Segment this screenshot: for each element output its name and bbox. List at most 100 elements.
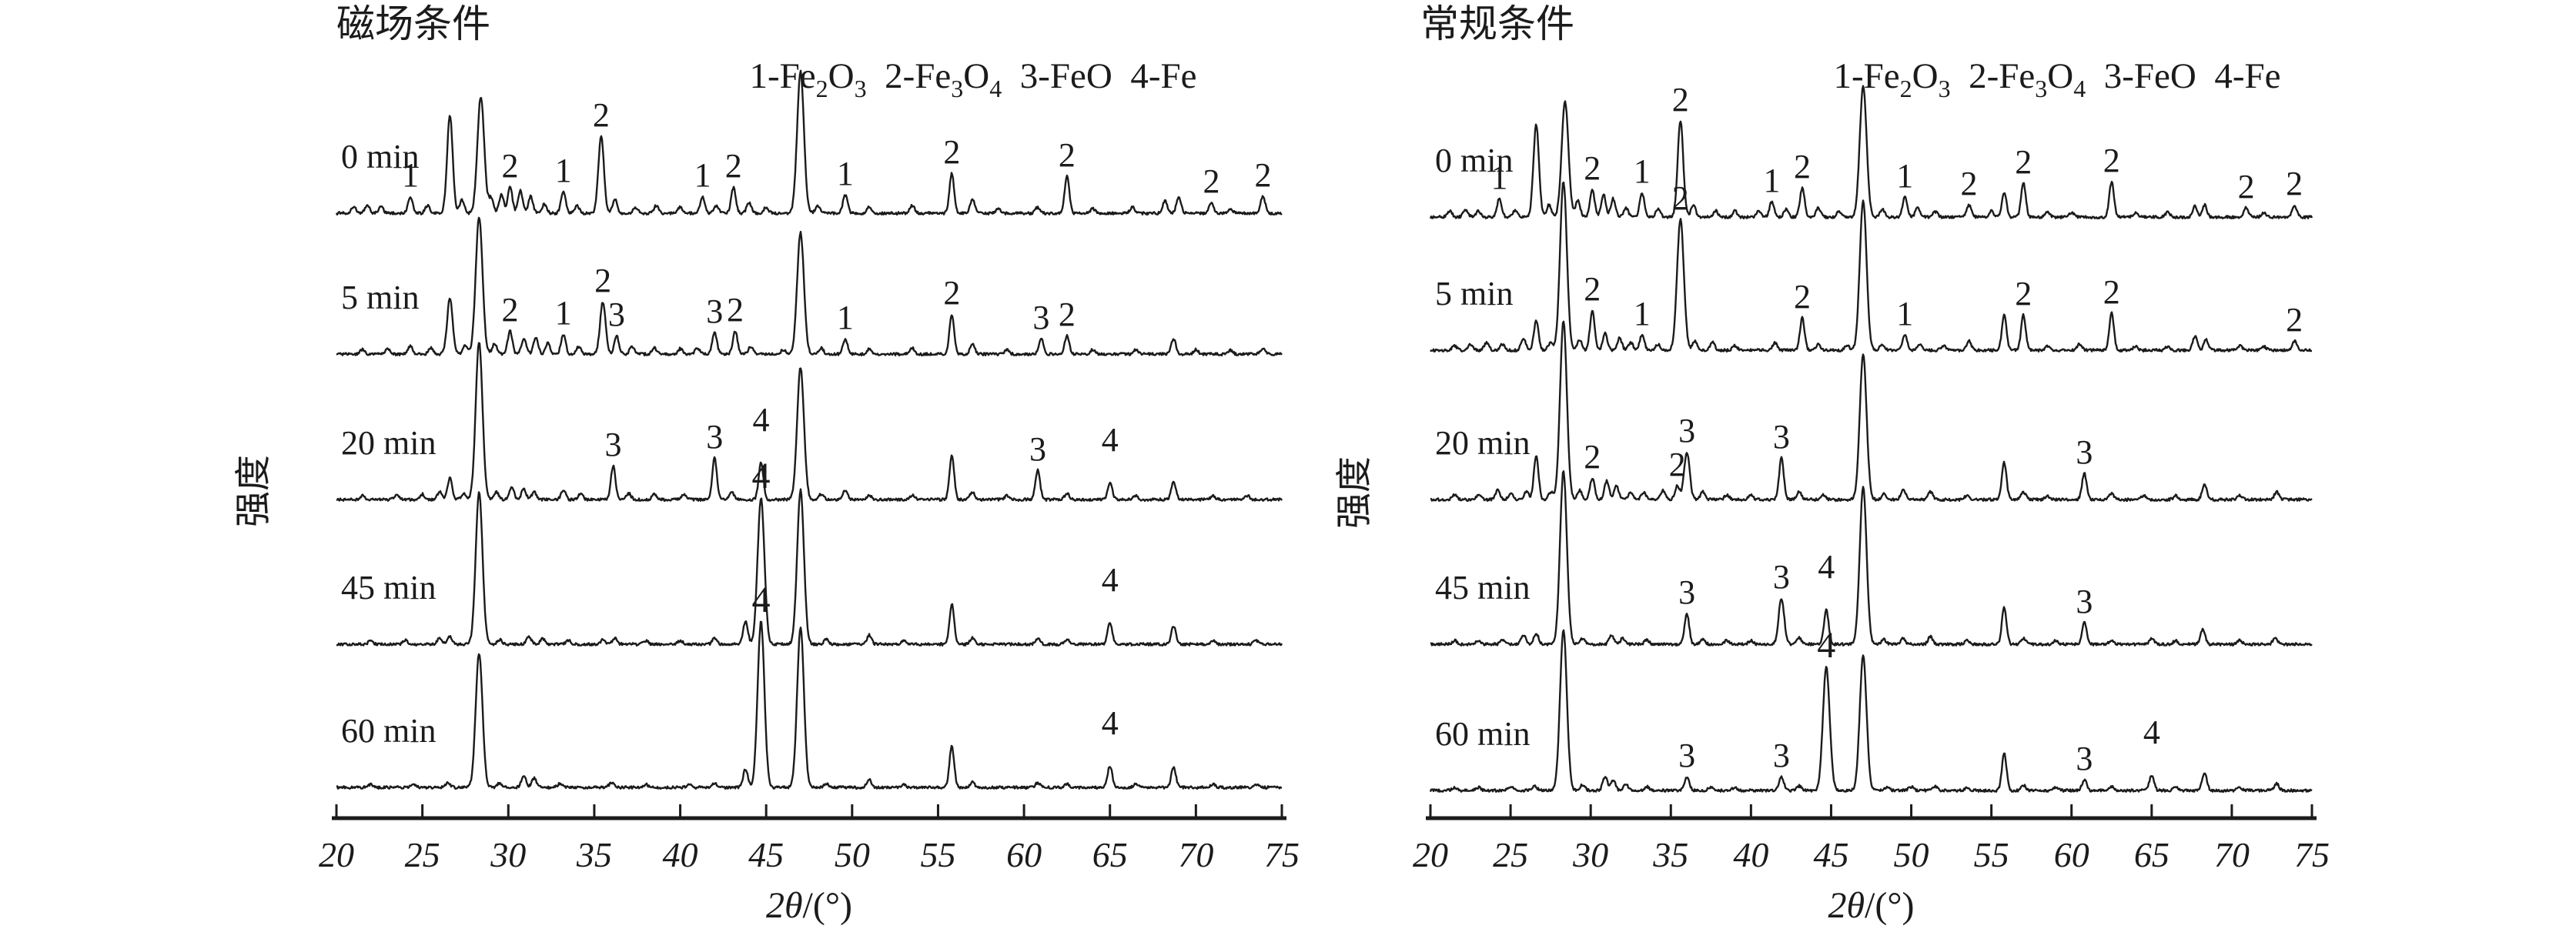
peak-phase-label: 4 — [1102, 704, 1119, 742]
x-tick-label: 65 — [1092, 835, 1128, 874]
x-tick-label: 25 — [1493, 835, 1528, 874]
xrd-trace-5min — [336, 216, 1283, 356]
peak-phase-label: 1 — [1634, 295, 1651, 332]
x-tick-label: 45 — [1813, 835, 1848, 874]
peak-phase-label: 2 — [1794, 148, 1811, 185]
x-tick-label: 25 — [405, 835, 440, 874]
x-tick-label: 40 — [1733, 835, 1768, 874]
series-time-label: 60 min — [341, 712, 436, 750]
x-tick-label: 65 — [2134, 835, 2170, 874]
peak-phase-label: 2 — [727, 291, 744, 329]
xrd-trace-60min — [336, 620, 1283, 790]
peak-phase-label: 4 — [751, 456, 770, 496]
peak-phase-label: 3 — [1773, 558, 1790, 596]
series-time-label: 5 min — [341, 279, 419, 316]
peak-phase-label: 4 — [752, 401, 769, 439]
peak-phase-label: 2 — [1960, 165, 1977, 202]
peak-phase-label: 2 — [502, 291, 519, 329]
peak-phase-label: 2 — [1584, 270, 1601, 308]
peak-phase-label: 4 — [1817, 625, 1835, 666]
x-axis-title: 2θ/(°) — [766, 885, 852, 926]
peak-phase-label: 1 — [1896, 295, 1913, 332]
peak-phase-label: 1 — [555, 152, 572, 189]
xrd-trace-45min — [336, 488, 1283, 647]
peak-phase-label: 1 — [1763, 162, 1780, 199]
series-time-label: 5 min — [1435, 275, 1513, 312]
panel-title: 磁场条件 — [336, 2, 490, 45]
series-time-label: 45 min — [1435, 569, 1530, 607]
peak-phase-label: 3 — [1773, 737, 1790, 774]
peak-phase-label: 3 — [604, 426, 621, 463]
x-tick-label: 45 — [748, 835, 784, 874]
x-tick-label: 30 — [490, 835, 526, 874]
peak-phase-label: 2 — [2015, 143, 2032, 181]
peak-phase-label: 3 — [1032, 299, 1049, 336]
peak-phase-label: 2 — [1672, 179, 1689, 217]
peak-phase-label: 3 — [2076, 433, 2093, 471]
peak-phase-label: 2 — [502, 147, 519, 185]
series-time-label: 45 min — [341, 569, 436, 607]
x-tick-label: 30 — [1572, 835, 1608, 874]
peak-phase-label: 2 — [2238, 168, 2255, 206]
peak-phase-label: 3 — [2076, 740, 2093, 777]
x-tick-label: 20 — [319, 835, 354, 874]
peak-phase-label: 1 — [1896, 157, 1913, 195]
peak-phase-label: 1 — [1634, 152, 1651, 190]
x-tick-label: 70 — [1178, 835, 1213, 874]
x-tick-label: 50 — [835, 835, 870, 874]
peak-phase-label: 2 — [2103, 142, 2120, 179]
xrd-trace-45min — [1430, 470, 2313, 647]
x-tick-label: 70 — [2214, 835, 2250, 874]
peak-phase-label: 1 — [837, 299, 854, 336]
peak-phase-label: 3 — [706, 418, 723, 456]
series-time-label: 0 min — [341, 138, 419, 175]
peak-phase-label: 4 — [1102, 561, 1119, 599]
panel-title: 常规条件 — [1420, 2, 1574, 45]
peak-phase-label: 2 — [593, 96, 610, 134]
peak-phase-label: 3 — [1678, 737, 1695, 774]
peak-phase-label: 2 — [1794, 278, 1811, 316]
x-tick-label: 55 — [920, 835, 955, 874]
peak-phase-label: 3 — [1678, 412, 1695, 449]
peak-phase-label: 2 — [1584, 438, 1601, 476]
xrd-trace-20min — [336, 342, 1283, 502]
xrd-trace-0min — [1429, 85, 2313, 219]
peak-phase-label: 3 — [608, 296, 625, 333]
x-axis-title: 2θ/(°) — [1828, 885, 1914, 926]
xrd-trace-60min — [1429, 629, 2313, 793]
peak-phase-label: 2 — [1203, 162, 1219, 200]
peak-phase-label: 4 — [2143, 713, 2160, 751]
peak-phase-label: 2 — [1584, 149, 1601, 187]
y-axis-label: 强度 — [234, 455, 274, 527]
peak-phase-label: 3 — [2076, 583, 2093, 620]
peak-phase-label: 2 — [1669, 446, 1686, 483]
peak-phase-label: 3 — [1678, 573, 1695, 611]
series-time-label: 20 min — [341, 424, 436, 462]
peak-phase-label: 2 — [1059, 136, 1076, 174]
peak-phase-label: 2 — [943, 274, 960, 312]
xrd-trace-5min — [1430, 181, 2313, 353]
series-time-label: 20 min — [1435, 424, 1530, 462]
peak-phase-label: 2 — [2103, 273, 2120, 311]
x-tick-label: 40 — [663, 835, 698, 874]
x-tick-label: 75 — [1264, 835, 1300, 874]
xrd-trace-0min — [335, 69, 1283, 216]
peak-phase-label: 2 — [1059, 296, 1076, 333]
series-time-label: 60 min — [1435, 715, 1530, 753]
xrd-trace-20min — [1430, 320, 2313, 502]
peak-phase-label: 1 — [837, 155, 854, 192]
peak-phase-label: 2 — [1254, 156, 1271, 194]
phase-legend: 1-Fe2​O3​ 2-Fe3​O4​ 3-FeO 4-Fe — [1833, 56, 2280, 102]
peak-phase-label: 2 — [943, 133, 960, 171]
x-tick-label: 20 — [1413, 835, 1448, 874]
x-tick-label: 35 — [1652, 835, 1688, 874]
x-tick-label: 55 — [1974, 835, 2009, 874]
x-tick-label: 35 — [576, 835, 612, 874]
peak-phase-label: 1 — [1491, 159, 1508, 196]
peak-phase-label: 4 — [751, 580, 770, 620]
peak-phase-label: 2 — [2286, 165, 2303, 202]
peak-phase-label: 2 — [725, 147, 742, 185]
x-tick-label: 60 — [2054, 835, 2089, 874]
series-time-label: 0 min — [1435, 142, 1513, 179]
